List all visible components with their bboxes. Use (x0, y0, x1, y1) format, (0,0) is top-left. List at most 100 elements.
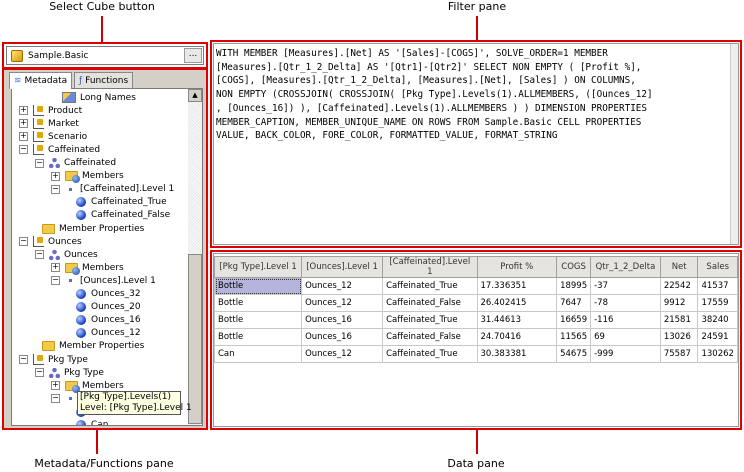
table-cell[interactable]: Ounces_12 (301, 294, 384, 312)
tree-node[interactable]: Can (76, 419, 109, 425)
table-cell[interactable]: 26.402415 (476, 294, 558, 312)
table-cell[interactable]: Caffeinated_False (382, 328, 478, 346)
tree-node[interactable]: − Caffeinated (35, 157, 116, 170)
table-cell[interactable]: Ounces_16 (301, 328, 384, 346)
scroll-thumb[interactable] (188, 254, 202, 424)
table-cell[interactable]: Caffeinated_False (382, 294, 478, 312)
column-header[interactable]: COGS (556, 256, 592, 278)
tree-node[interactable]: − Pkg Type (19, 353, 88, 366)
tree-node[interactable]: + Product (19, 104, 82, 117)
tree-node[interactable]: Caffeinated_True (76, 196, 167, 209)
tree-node[interactable]: Member Properties (42, 340, 144, 353)
expand-icon[interactable]: + (51, 170, 60, 181)
collapse-icon[interactable]: − (51, 393, 60, 404)
table-cell[interactable]: 17.336351 (476, 277, 558, 295)
table-cell[interactable]: -116 (590, 311, 661, 329)
tree-node[interactable]: + Members (51, 379, 124, 393)
collapse-icon[interactable]: − (19, 354, 28, 364)
table-cell[interactable]: Bottle (213, 328, 303, 346)
table-cell[interactable]: 31.44613 (476, 311, 558, 329)
tree-node[interactable]: Ounces_12 (76, 327, 141, 340)
table-cell[interactable]: 11565 (556, 328, 592, 346)
filter-scrollbar[interactable] (730, 44, 738, 244)
table-cell[interactable]: Caffeinated_True (382, 345, 478, 363)
table-cell[interactable]: Caffeinated_True (382, 311, 478, 329)
column-header[interactable]: [Ounces].Level 1 (301, 256, 384, 278)
table-cell[interactable]: 41537 (697, 277, 738, 295)
collapse-icon[interactable]: − (51, 275, 60, 286)
table-cell[interactable]: 75587 (659, 345, 699, 363)
table-cell[interactable]: 24.70416 (476, 328, 558, 346)
expand-icon[interactable]: + (19, 105, 28, 116)
tree-node[interactable]: + Members (51, 261, 124, 275)
tree-scrollbar[interactable]: ▲ (188, 89, 202, 425)
column-header[interactable]: Qtr_1_2_Delta (590, 256, 661, 278)
table-cell[interactable]: 9912 (659, 294, 699, 312)
table-cell[interactable]: 7647 (556, 294, 592, 312)
collapse-icon[interactable]: − (35, 157, 44, 168)
table-cell[interactable]: 24591 (697, 328, 738, 346)
scroll-up-icon[interactable]: ▲ (188, 89, 202, 102)
table-cell[interactable]: Caffeinated_True (382, 277, 478, 295)
expand-icon[interactable]: + (19, 118, 28, 129)
tree-node[interactable]: + Scenario (19, 130, 87, 143)
table-cell[interactable]: 17559 (697, 294, 738, 312)
column-header[interactable]: Sales (697, 256, 738, 278)
table-cell[interactable]: Can (213, 345, 303, 363)
tree-node[interactable]: Ounces_32 (76, 288, 141, 301)
table-row: Bottle Ounces_16 Caffeinated_True 31.44613 1… (213, 311, 738, 329)
tree-node[interactable]: − [Ounces].Level 1 (51, 274, 156, 287)
collapse-icon[interactable]: − (35, 367, 44, 378)
tree-node[interactable]: − Pkg Type (35, 366, 104, 379)
collapse-icon[interactable]: − (35, 249, 44, 260)
tree-node[interactable]: Ounces_20 (76, 301, 141, 314)
tree-node[interactable]: − Ounces (35, 248, 98, 261)
tree-node[interactable]: Caffeinated_False (76, 209, 170, 222)
table-cell[interactable]: 22542 (659, 277, 699, 295)
tree-node[interactable]: − [Caffeinated].Level 1 (51, 183, 174, 196)
table-cell[interactable]: Ounces_12 (301, 345, 384, 363)
column-header[interactable]: [Pkg Type].Level 1 (213, 256, 303, 278)
expand-icon[interactable]: + (51, 262, 60, 273)
table-cell[interactable]: 13026 (659, 328, 699, 346)
column-header[interactable]: Net (659, 256, 699, 278)
select-cube-button[interactable]: Sample.Basic ... (6, 46, 204, 65)
table-cell[interactable]: Bottle (213, 294, 303, 312)
browse-cube-button[interactable]: ... (184, 48, 202, 63)
tree-node[interactable]: − (51, 392, 80, 405)
expand-icon[interactable]: + (51, 380, 60, 391)
table-cell[interactable]: 16659 (556, 311, 592, 329)
tab-metadata[interactable]: ≋ Metadata (9, 72, 73, 89)
tree-node[interactable]: Ounces_16 (76, 314, 141, 327)
table-cell[interactable]: 38240 (697, 311, 738, 329)
tree-node[interactable]: Member Properties (42, 222, 144, 235)
table-cell[interactable]: Bottle (213, 277, 303, 295)
metadata-tree[interactable]: ▲ Long Names + Product + Market + Scenario − Caf… (11, 88, 203, 426)
callout-line (96, 430, 98, 454)
table-cell[interactable]: 18995 (556, 277, 592, 295)
filter-pane[interactable]: WITH MEMBER [Measures].[Net] AS '[Sales]… (213, 43, 739, 245)
table-cell[interactable]: -999 (590, 345, 661, 363)
column-header[interactable]: Profit % (476, 256, 558, 278)
collapse-icon[interactable]: − (19, 236, 28, 247)
table-cell[interactable]: 130262 (697, 345, 738, 363)
tree-node[interactable]: + Market (19, 117, 79, 130)
table-cell[interactable]: -37 (590, 277, 661, 295)
column-header[interactable]: [Caffeinated].Level 1 (382, 256, 478, 278)
table-cell[interactable]: Ounces_12 (301, 277, 384, 295)
tree-node[interactable]: − Ounces (19, 235, 82, 248)
tab-functions[interactable]: ƒ Functions (74, 72, 134, 88)
tree-node[interactable]: − Caffeinated (19, 143, 100, 156)
table-cell[interactable]: 69 (590, 328, 661, 346)
expand-icon[interactable]: + (19, 131, 28, 142)
table-cell[interactable]: 30.383381 (476, 345, 558, 363)
collapse-icon[interactable]: − (51, 183, 60, 194)
table-cell[interactable]: 21581 (659, 311, 699, 329)
collapse-icon[interactable]: − (19, 144, 28, 155)
table-cell[interactable]: Bottle (213, 311, 303, 329)
table-cell[interactable]: -78 (590, 294, 661, 312)
table-cell[interactable]: Ounces_16 (301, 311, 384, 329)
table-cell[interactable]: 54675 (556, 345, 592, 363)
tree-node[interactable]: Long Names (62, 91, 136, 104)
tree-node[interactable]: + Members (51, 170, 124, 184)
